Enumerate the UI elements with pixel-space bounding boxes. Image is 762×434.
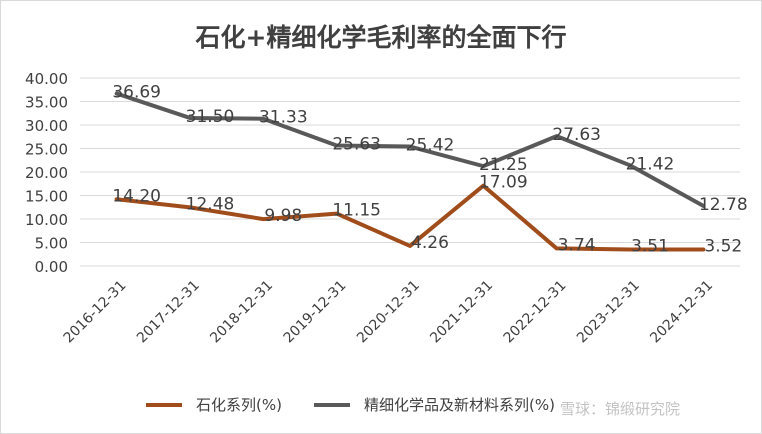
y-tick-label: 30.00: [25, 117, 68, 135]
chart-title: 石化+精细化学毛利率的全面下行: [195, 23, 567, 52]
data-label: 12.78: [699, 195, 748, 215]
data-label: 25.42: [406, 136, 455, 156]
data-label: 21.25: [479, 155, 528, 175]
series-line-fine-chem: [114, 91, 706, 208]
legend-label-petrochem: 石化系列(%): [196, 396, 282, 414]
y-tick-label: 15.00: [25, 188, 68, 206]
data-label: 17.09: [479, 173, 528, 193]
y-tick-label: 0.00: [35, 258, 68, 276]
legend: 石化系列(%) 精细化学品及新材料系列(%): [146, 394, 587, 415]
y-tick-label: 35.00: [25, 94, 68, 112]
data-label: 21.42: [626, 154, 675, 174]
data-label: 25.63: [332, 135, 381, 155]
data-label: 9.98: [264, 206, 302, 226]
y-tick-label: 25.00: [25, 141, 68, 159]
series-line-petrochem: [114, 183, 706, 252]
x-tick-label: 2024-12-31: [647, 278, 716, 347]
x-tick-label: 2023-12-31: [574, 278, 643, 347]
legend-swatch-fine-chem: [313, 402, 350, 407]
x-tick-label: 2016-12-31: [61, 278, 130, 347]
data-label: 14.20: [112, 186, 161, 206]
data-label: 31.33: [259, 108, 308, 128]
data-label: 3.52: [704, 236, 742, 256]
data-label: 4.26: [411, 233, 449, 253]
x-tick-label: 2018-12-31: [207, 278, 276, 347]
data-label: 27.63: [552, 125, 601, 145]
y-tick-label: 5.00: [35, 235, 68, 253]
x-tick-label: 2019-12-31: [281, 278, 350, 347]
legend-label-fine-chem: 精细化学品及新材料系列(%): [363, 396, 555, 414]
y-tick-label: 20.00: [25, 164, 68, 182]
x-tick-label: 2022-12-31: [501, 278, 570, 347]
y-tick-label: 40.00: [25, 70, 68, 88]
data-label: 36.69: [112, 83, 161, 103]
x-tick-label: 2021-12-31: [427, 278, 496, 347]
data-label: 12.48: [186, 194, 235, 214]
x-tick-label: 2020-12-31: [354, 278, 423, 347]
legend-item-petrochem: 石化系列(%): [146, 394, 282, 415]
legend-item-fine-chem: 精细化学品及新材料系列(%): [313, 394, 555, 415]
data-label: 3.51: [631, 237, 669, 257]
data-label: 31.50: [186, 107, 235, 127]
data-label: 3.74: [558, 235, 596, 255]
data-label: 11.15: [332, 201, 381, 221]
x-tick-label: 2017-12-31: [134, 278, 203, 347]
watermark: 雪球：锦缎研究院: [560, 400, 681, 418]
y-tick-label: 10.00: [25, 211, 68, 229]
legend-swatch-petrochem: [146, 402, 182, 407]
